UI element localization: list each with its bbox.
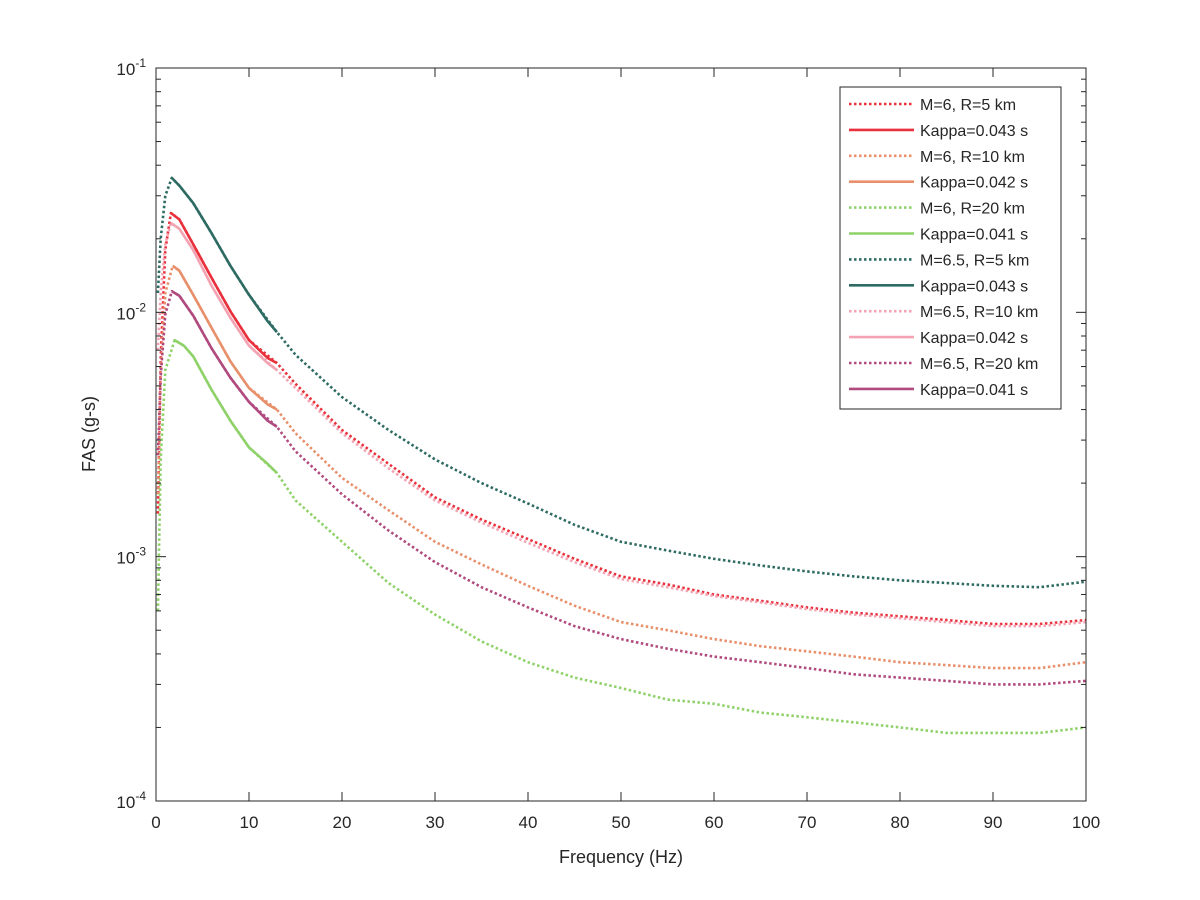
legend-label-12: Kappa=0.041 s [920, 382, 1028, 399]
legend-label-5: M=6, R=20 km [920, 201, 1025, 218]
x-tick-label: 60 [705, 813, 724, 832]
legend: M=6, R=5 km Kappa=0.043 s M=6, R=10 km Kapp… [839, 86, 1062, 410]
legend-label-6: Kappa=0.041 s [920, 227, 1028, 244]
y-tick-label: 10-4 [116, 789, 146, 812]
legend-label-10: Kappa=0.042 s [920, 330, 1028, 347]
y-tick-label: 10-3 [116, 545, 146, 568]
x-tick-label: 80 [891, 813, 910, 832]
legend-label-1: M=6, R=5 km [920, 97, 1016, 114]
y-tick-label: 10-2 [116, 300, 146, 323]
series-line-10 [170, 221, 278, 372]
series-line-2 [170, 211, 278, 365]
legend-label-4: Kappa=0.042 s [920, 175, 1028, 192]
x-tick-label: 90 [984, 813, 1003, 832]
legend-items: M=6, R=5 km Kappa=0.043 s M=6, R=10 km Kapp… [849, 97, 1038, 399]
tick-layer: 0 10 20 30 40 50 60 70 80 90 100 10-4 10-3 10-2 10-1 [116, 56, 1100, 832]
series-line-12 [171, 290, 278, 428]
y-axis-label: FAS (g-s) [79, 396, 99, 472]
x-tick-label: 10 [240, 813, 259, 832]
x-tick-label: 70 [798, 813, 817, 832]
x-tick-label: 50 [612, 813, 631, 832]
legend-label-9: M=6.5, R=10 km [920, 304, 1038, 321]
series-line-6 [173, 338, 278, 474]
x-tick-label: 40 [519, 813, 538, 832]
legend-label-3: M=6, R=10 km [920, 149, 1025, 166]
legend-label-7: M=6.5, R=5 km [920, 252, 1029, 269]
x-tick-label: 30 [426, 813, 445, 832]
series-line-4 [171, 264, 278, 411]
legend-box [839, 86, 1062, 410]
x-tick-label: 20 [333, 813, 352, 832]
series-layer [156, 176, 1087, 735]
legend-label-2: Kappa=0.043 s [920, 123, 1028, 140]
legend-label-11: M=6.5, R=20 km [920, 356, 1038, 373]
series-line-8 [170, 176, 278, 333]
x-axis-label: Frequency (Hz) [559, 847, 683, 867]
x-tick-label: 0 [151, 813, 160, 832]
y-tick-label: 10-1 [116, 56, 146, 79]
legend-label-8: Kappa=0.043 s [920, 278, 1028, 295]
x-tick-label: 100 [1072, 813, 1100, 832]
